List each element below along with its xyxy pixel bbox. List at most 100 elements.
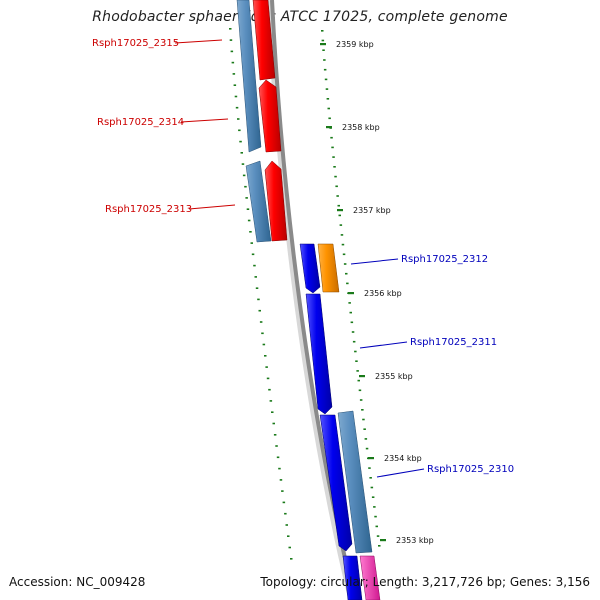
ruler-dot — [333, 166, 336, 168]
gene-feature-red[interactable] — [264, 160, 288, 242]
gene-label[interactable]: Rsph17025_2315 — [92, 38, 179, 49]
ruler-dot — [343, 263, 347, 265]
ruler-left — [229, 28, 293, 560]
ruler-dot — [350, 321, 354, 324]
ruler-dot — [245, 197, 248, 199]
gene-feature-steel[interactable] — [245, 160, 272, 243]
genome-summary-text: Topology: circular; Length: 3,217,726 bp… — [260, 575, 590, 589]
ruler-dot — [355, 360, 358, 362]
gene-label[interactable]: Rsph17025_2314 — [97, 117, 184, 128]
ruler-dot — [249, 231, 252, 233]
ruler-dot — [326, 98, 330, 100]
ruler-dot — [330, 136, 333, 139]
gene-label[interactable]: Rsph17025_2312 — [401, 254, 488, 265]
ruler-dot — [363, 428, 366, 430]
gene-label[interactable]: Rsph17025_2310 — [427, 464, 514, 475]
ruler-dot — [235, 106, 239, 109]
ruler-dot — [241, 163, 245, 165]
ruler-dot — [321, 39, 325, 42]
tick-label: 2356 kbp — [364, 289, 402, 298]
gene-feature-blue[interactable] — [299, 243, 321, 294]
tick-mark — [337, 209, 343, 212]
gene-feature-pink[interactable] — [359, 555, 381, 600]
ruler-dot — [348, 302, 351, 304]
ruler-dot — [254, 276, 257, 278]
ruler-dot — [273, 434, 277, 436]
feature-track — [236, 0, 381, 600]
ruler-dot — [290, 558, 293, 560]
ruler-dot — [325, 88, 329, 90]
ruler-dot — [265, 366, 268, 368]
ruler-dot — [238, 129, 241, 132]
gene-feature-orange[interactable] — [317, 243, 340, 293]
ruler-dot — [340, 234, 344, 236]
ruler-dot — [327, 107, 330, 110]
ruler-dot — [253, 264, 256, 267]
tick-label: 2359 kbp — [336, 40, 374, 49]
tick-label: 2354 kbp — [384, 454, 422, 463]
ruler-dot — [232, 73, 236, 75]
tick-mark — [368, 457, 374, 460]
ruler-dot — [365, 447, 369, 450]
gene-label[interactable]: Rsph17025_2313 — [105, 204, 192, 215]
gene-feature-red[interactable] — [258, 79, 282, 153]
tick-label: 2355 kbp — [375, 372, 413, 381]
ruler-dot — [285, 524, 288, 526]
ruler-dot — [242, 174, 246, 177]
tick-label: 2358 kbp — [342, 123, 380, 132]
ruler-dot — [279, 479, 283, 481]
ruler-dot — [345, 272, 348, 275]
ruler-dot — [261, 332, 264, 335]
gene-feature-blue[interactable] — [319, 414, 353, 552]
ruler-dot — [264, 355, 267, 357]
ruler-dot — [262, 343, 266, 346]
ruler-dot — [272, 422, 275, 425]
ruler-dot — [268, 388, 271, 391]
gene-leader-line — [188, 204, 236, 210]
gene-leader-line — [174, 39, 223, 44]
ruler-dot — [336, 195, 339, 197]
gene-label[interactable]: Rsph17025_2311 — [410, 337, 497, 348]
ruler-dot — [357, 379, 360, 382]
gene-feature-blue[interactable] — [305, 293, 333, 415]
ruler-dot — [371, 496, 375, 498]
ruler-dot — [374, 515, 377, 518]
tick-mark — [359, 375, 365, 378]
ruler-dot — [258, 309, 261, 312]
tick-label: 2353 kbp — [396, 536, 434, 545]
ruler-dot — [364, 438, 368, 440]
ruler-dot — [230, 50, 234, 53]
ruler-dot — [341, 243, 345, 246]
ruler-dot — [352, 340, 356, 343]
gene-feature-red[interactable] — [252, 0, 276, 81]
ruler-dot — [324, 78, 328, 81]
ruler-dot — [335, 185, 338, 188]
ruler-dot — [339, 224, 343, 226]
gene-feature-steel[interactable] — [337, 410, 373, 554]
gene-feature-steel[interactable] — [236, 0, 262, 153]
tick-mark — [326, 126, 332, 129]
ruler-dot — [244, 185, 247, 188]
ruler-dot — [354, 350, 357, 353]
ruler-dot — [281, 490, 284, 492]
gene-leader-line — [359, 341, 408, 349]
gene-labels: Rsph17025_2315 Rsph17025_2314 Rsph17025_23… — [92, 38, 514, 478]
ruler-dot — [359, 399, 363, 401]
ruler-dot — [250, 242, 253, 244]
ruler-dot — [276, 456, 280, 459]
ruler-dot — [321, 30, 324, 32]
ruler-dot — [358, 389, 362, 392]
ruler-dot — [322, 49, 325, 51]
ruler-dot — [251, 253, 255, 256]
gene-leader-line — [180, 118, 229, 123]
ruler-dot — [323, 59, 326, 61]
ruler-dot — [259, 321, 263, 323]
ruler-dot — [332, 156, 335, 158]
ruler-dot — [255, 287, 259, 289]
ruler-dot — [376, 535, 380, 537]
ruler-dot — [288, 546, 291, 549]
tick-mark — [348, 292, 354, 295]
gene-leader-line — [376, 468, 425, 478]
gene-feature-blue[interactable] — [342, 555, 363, 600]
ruler-dot — [378, 545, 381, 547]
